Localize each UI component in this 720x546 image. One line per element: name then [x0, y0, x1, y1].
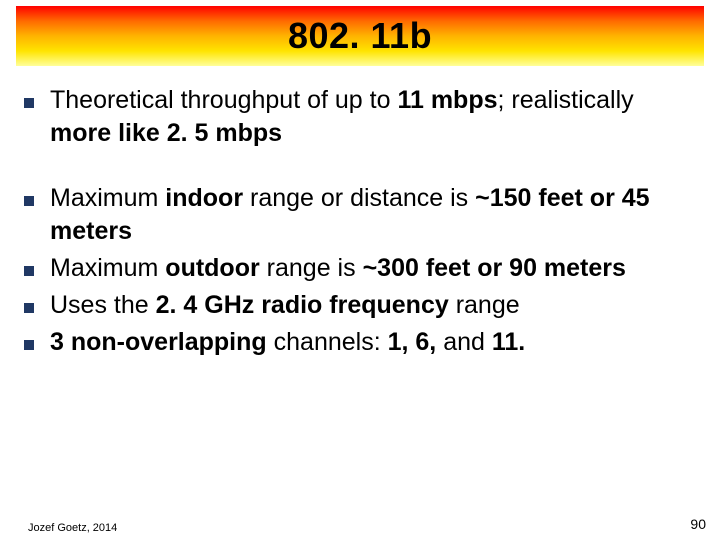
- bullet-text: Uses the 2. 4 GHz radio frequency range: [50, 289, 520, 322]
- bullet-square-icon: [24, 196, 34, 206]
- bullet-square-icon: [24, 266, 34, 276]
- bullet-square-icon: [24, 303, 34, 313]
- slide-title: 802. 11b: [288, 15, 432, 57]
- bullet-text: Maximum indoor range or distance is ~150…: [50, 182, 696, 248]
- bullet-item: Uses the 2. 4 GHz radio frequency range: [24, 289, 696, 322]
- bullet-text: 3 non-overlapping channels: 1, 6, and 11…: [50, 326, 525, 359]
- bullet-item: Maximum indoor range or distance is ~150…: [24, 182, 696, 248]
- bullet-item: 3 non-overlapping channels: 1, 6, and 11…: [24, 326, 696, 359]
- slide-number: 90: [690, 516, 706, 532]
- bullet-list: Theoretical throughput of up to 11 mbps;…: [0, 66, 720, 359]
- footer-author: Jozef Goetz, 2014: [28, 522, 117, 534]
- bullet-square-icon: [24, 340, 34, 350]
- bullet-square-icon: [24, 98, 34, 108]
- bullet-item: Maximum outdoor range is ~300 feet or 90…: [24, 252, 696, 285]
- bullet-item: Theoretical throughput of up to 11 mbps;…: [24, 84, 696, 150]
- bullet-text: Maximum outdoor range is ~300 feet or 90…: [50, 252, 626, 285]
- title-bar: 802. 11b: [16, 6, 704, 66]
- bullet-text: Theoretical throughput of up to 11 mbps;…: [50, 84, 696, 150]
